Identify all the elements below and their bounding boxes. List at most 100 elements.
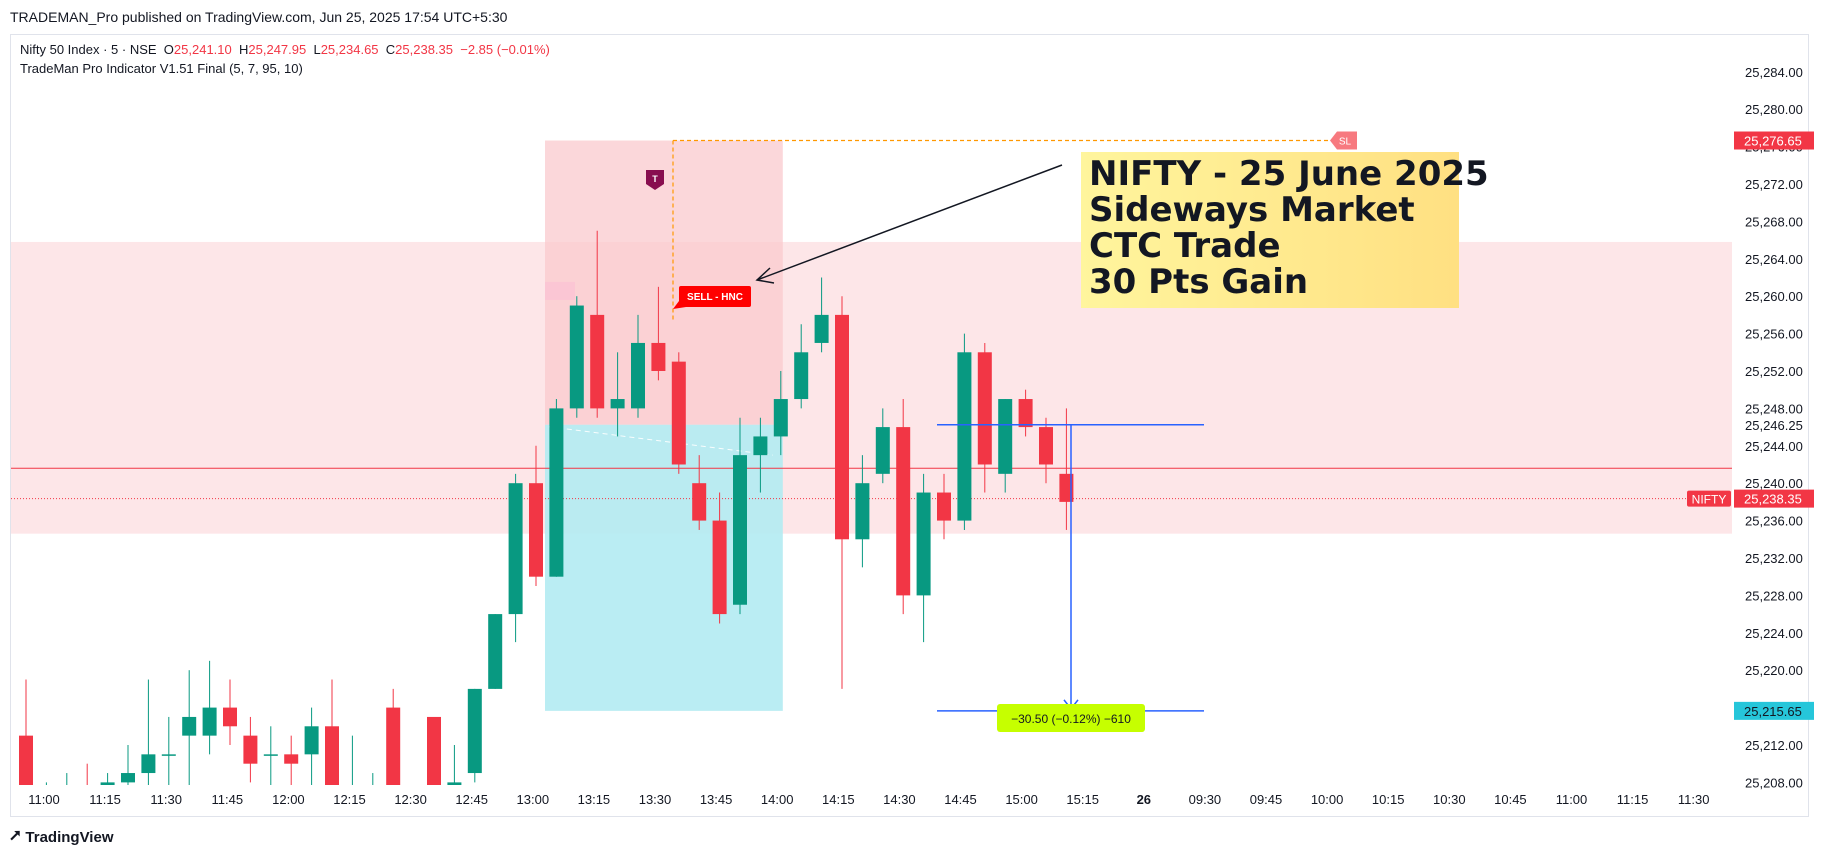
candle-body[interactable] [855, 483, 870, 540]
x-tick-label: 10:30 [1433, 792, 1466, 807]
x-tick-label: 11:15 [1617, 792, 1649, 807]
candle-body[interactable] [366, 801, 380, 803]
candle-body[interactable] [263, 754, 278, 756]
small-highlight [545, 281, 575, 300]
candle-body[interactable] [590, 314, 605, 409]
candle-body[interactable] [753, 436, 768, 456]
sl-tag-text: SL [1339, 137, 1352, 148]
y-tick-label: 25,248.00 [1745, 401, 1803, 416]
candle-body[interactable] [284, 754, 299, 764]
candle-body[interactable] [447, 782, 462, 819]
y-tick-label: 25,252.00 [1745, 364, 1803, 379]
candle-body[interactable] [794, 352, 809, 400]
candle-body[interactable] [835, 314, 849, 540]
nifty-tag-text: NIFTY [1692, 493, 1727, 507]
candle-body[interactable] [1059, 473, 1074, 502]
x-tick-label: 11:00 [28, 792, 60, 807]
y-tick-label: 25,268.00 [1745, 214, 1803, 229]
candle-body[interactable] [325, 726, 339, 820]
measure-label-bg [997, 704, 1145, 732]
y-tick-label: 25,256.00 [1745, 327, 1803, 342]
candle-body[interactable] [998, 399, 1013, 474]
tradingview-logo[interactable]: ⭧ TradingView [10, 828, 114, 846]
candle-body[interactable] [427, 716, 441, 848]
candle-body[interactable] [692, 483, 707, 521]
indicator-name[interactable]: TradeMan Pro Indicator V1.51 Final (5, 7… [20, 61, 303, 76]
candle-body[interactable] [875, 427, 890, 474]
candle-body[interactable] [121, 773, 135, 783]
x-tick-label: 11:45 [212, 792, 244, 807]
candle-body[interactable] [1039, 427, 1053, 465]
t-marker[interactable]: T [646, 170, 664, 190]
candle-body[interactable] [161, 754, 176, 756]
candle-body[interactable] [202, 707, 217, 736]
candle-body[interactable] [19, 735, 33, 820]
candle-body[interactable] [60, 801, 74, 803]
target-price-tag-text: 25,215.65 [1744, 704, 1802, 719]
candle-body[interactable] [243, 735, 258, 764]
candle-body[interactable] [937, 492, 951, 521]
candle-body[interactable] [896, 427, 911, 596]
measure-label[interactable]: −30.50 (−0.12%) −610 [997, 704, 1145, 732]
candle-body[interactable] [223, 707, 237, 727]
sell-signal-label[interactable]: SELL - HNC [673, 286, 751, 309]
candle-body[interactable] [610, 399, 625, 409]
candle-body[interactable] [141, 754, 156, 774]
candle-body[interactable] [39, 810, 53, 812]
x-tick-label: 13:00 [517, 792, 550, 807]
nifty-symbol-tag[interactable]: NIFTY [1687, 490, 1731, 507]
sl-tag[interactable]: SL [1330, 131, 1357, 150]
candle-body[interactable] [569, 305, 584, 409]
open-value: 25,241.10 [173, 42, 232, 57]
x-tick-label: 09:30 [1189, 792, 1222, 807]
candle-body[interactable] [100, 782, 115, 801]
candle-body[interactable] [304, 726, 319, 755]
candle-body[interactable] [773, 399, 788, 437]
open-label: O [163, 42, 174, 57]
candle-body[interactable] [631, 342, 645, 409]
candle-body[interactable] [508, 483, 523, 615]
x-tick-label: 11:30 [150, 792, 182, 807]
candle-body[interactable] [488, 614, 503, 689]
candle-body[interactable] [733, 455, 747, 605]
chart-legend: Nifty 50 Index · 5 · NSE O25,241.10 H25,… [20, 40, 550, 78]
tradingview-icon: ⭧ [10, 828, 20, 845]
candle-body[interactable] [977, 352, 992, 465]
candle-body[interactable] [671, 361, 686, 465]
candle-body[interactable] [957, 352, 972, 521]
x-tick-label: 12:30 [394, 792, 427, 807]
entry-path-line [548, 426, 773, 456]
candle-body[interactable] [916, 492, 931, 596]
candle-body[interactable] [651, 342, 666, 371]
annotation-box[interactable]: NIFTY - 25 June 2025 Sideways Market CTC… [1081, 152, 1489, 308]
last-price-tag: 25,238.35 [1734, 489, 1814, 508]
x-tick-label: 26 [1137, 792, 1151, 807]
candle-body[interactable] [549, 408, 564, 577]
candle-body[interactable] [712, 520, 727, 615]
candle-body[interactable] [529, 483, 543, 577]
candle-body[interactable] [1018, 399, 1033, 428]
x-tick-label: 15:15 [1066, 792, 1099, 807]
x-tick-label: 15:00 [1005, 792, 1038, 807]
symbol-name[interactable]: Nifty 50 Index · 5 · NSE [20, 42, 157, 57]
x-tick-label: 12:00 [272, 792, 305, 807]
nifty-tag-bg [1687, 490, 1731, 507]
sl-price-tag: 25,276.65 [1734, 131, 1814, 150]
x-tick-label: 11:15 [89, 792, 121, 807]
stop-loss-area [545, 140, 783, 425]
candle-body[interactable] [814, 314, 829, 343]
x-tick-label: 13:45 [700, 792, 733, 807]
y-tick-label: 25,220.00 [1745, 663, 1803, 678]
y-tick-label: 25,272.00 [1745, 177, 1803, 192]
annotation-line-4: 30 Pts Gain [1089, 262, 1309, 302]
candle-body[interactable] [182, 716, 197, 736]
x-tick-label: 10:15 [1372, 792, 1405, 807]
plot-area: SELL - HNC T SL [11, 131, 1732, 854]
x-tick-label: 10:00 [1311, 792, 1344, 807]
candle-body[interactable] [407, 820, 421, 854]
sl-price-tag-text: 25,276.65 [1744, 134, 1802, 149]
x-tick-label: 13:15 [578, 792, 611, 807]
candle-body[interactable] [386, 707, 401, 811]
candle-body[interactable] [467, 688, 482, 774]
